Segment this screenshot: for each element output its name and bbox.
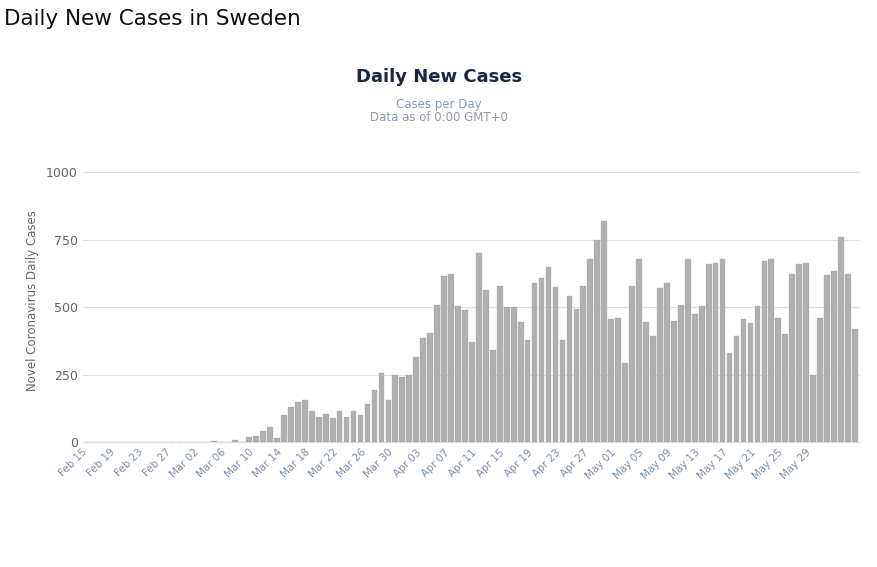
Bar [774,318,781,442]
Bar [816,318,822,442]
Bar [594,240,599,442]
Bar [482,290,488,442]
Bar [378,374,384,442]
Bar [468,342,474,442]
Bar [461,310,467,442]
Text: Daily New Cases in Sweden: Daily New Cases in Sweden [4,9,301,28]
Bar [649,336,655,442]
Bar [344,417,349,442]
Bar [427,333,432,442]
Bar [663,283,669,442]
Bar [503,307,509,442]
Bar [831,271,836,442]
Bar [447,273,453,442]
Bar [420,338,425,442]
Bar [824,275,829,442]
Bar [781,335,788,442]
Bar [767,259,774,442]
Bar [288,407,294,442]
Text: Data as of 0:00 GMT+0: Data as of 0:00 GMT+0 [369,111,508,124]
Bar [434,304,439,442]
Bar [802,263,808,442]
Bar [691,314,697,442]
Bar [330,418,335,442]
Bar [844,273,850,442]
Bar [559,340,565,442]
Bar [545,266,551,442]
Bar [399,378,404,442]
Bar [629,286,634,442]
Bar [684,259,690,442]
Bar [809,375,815,442]
Bar [587,259,593,442]
Bar [552,287,558,442]
Bar [538,278,544,442]
Bar [677,304,683,442]
Bar [357,415,363,442]
Bar [496,286,502,442]
Bar [489,350,496,442]
Bar [670,321,676,442]
Bar [323,414,328,442]
Bar [698,306,703,442]
Bar [656,289,662,442]
Bar [712,263,717,442]
Bar [636,259,641,442]
Bar [601,221,606,442]
Bar [316,417,321,442]
Bar [232,439,238,442]
Bar [385,400,391,442]
Bar [211,441,217,442]
Y-axis label: Novel Coronavirus Daily Cases: Novel Coronavirus Daily Cases [26,210,39,391]
Bar [573,308,579,442]
Bar [274,438,280,442]
Bar [406,375,411,442]
Bar [295,402,300,442]
Bar [746,323,752,442]
Bar [302,400,307,442]
Bar [788,273,795,442]
Bar [580,286,586,442]
Bar [719,259,724,442]
Bar [267,428,273,442]
Bar [246,437,252,442]
Bar [753,306,759,442]
Bar [517,322,523,442]
Bar [566,297,572,442]
Bar [475,253,481,442]
Bar [643,322,648,442]
Bar [851,329,857,442]
Bar [740,319,745,442]
Bar [524,340,530,442]
Bar [838,237,843,442]
Bar [622,363,627,442]
Bar [454,306,460,442]
Bar [733,336,738,442]
Bar [615,318,620,442]
Text: Daily New Cases: Daily New Cases [355,67,522,86]
Bar [364,404,370,442]
Bar [760,261,766,442]
Bar [531,283,537,442]
Bar [441,276,446,442]
Bar [371,390,377,442]
Bar [608,319,613,442]
Bar [350,411,356,442]
Bar [253,435,259,442]
Bar [260,431,266,442]
Bar [795,264,801,442]
Bar [510,307,516,442]
Bar [392,375,398,442]
Bar [281,415,287,442]
Bar [309,411,314,442]
Bar [726,353,731,442]
Bar [413,357,418,442]
Text: Cases per Day: Cases per Day [396,99,481,111]
Bar [705,264,710,442]
Bar [337,411,342,442]
